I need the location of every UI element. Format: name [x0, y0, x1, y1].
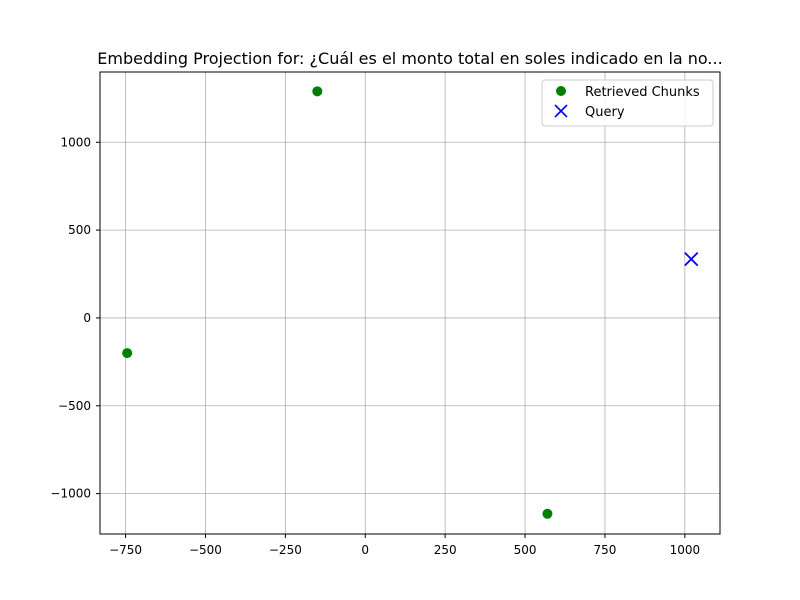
legend-label-query: Query [585, 105, 625, 120]
retrieved-chunk-point [542, 508, 553, 519]
legend-marker-retrieved-chunks [556, 86, 566, 96]
chart-title: Embedding Projection for: ¿Cuál es el mo… [97, 49, 722, 68]
x-tick-label: −500 [189, 543, 222, 557]
x-tick-label: 500 [514, 543, 537, 557]
data-points [122, 86, 699, 519]
x-tick-label: −750 [109, 543, 142, 557]
plot-frame [99, 71, 721, 535]
x-tick-label: 250 [434, 543, 457, 557]
x-tick-label: 750 [593, 543, 616, 557]
x-tick-label: −250 [269, 543, 302, 557]
y-tick-label: 0 [83, 311, 91, 325]
grid-lines [100, 72, 720, 534]
y-tick-label: 1000 [60, 135, 91, 149]
x-axis-ticks: −750 −500 −250 0 250 500 750 1000 [109, 534, 700, 557]
y-tick-label: −500 [58, 399, 91, 413]
x-tick-label: 1000 [670, 543, 701, 557]
legend-box [541, 79, 714, 127]
query-point [684, 251, 699, 267]
retrieved-chunk-point [122, 348, 133, 359]
retrieved-chunk-point [312, 86, 323, 97]
x-tick-label: 0 [361, 543, 369, 557]
y-tick-label: −1000 [50, 487, 91, 501]
y-axis-ticks: −1000 −500 0 500 1000 [50, 135, 100, 501]
legend-marker-query [554, 104, 568, 118]
y-tick-label: 500 [68, 223, 91, 237]
legend-label-retrieved-chunks: Retrieved Chunks [585, 85, 700, 100]
legend: Retrieved Chunks Query [541, 79, 714, 127]
